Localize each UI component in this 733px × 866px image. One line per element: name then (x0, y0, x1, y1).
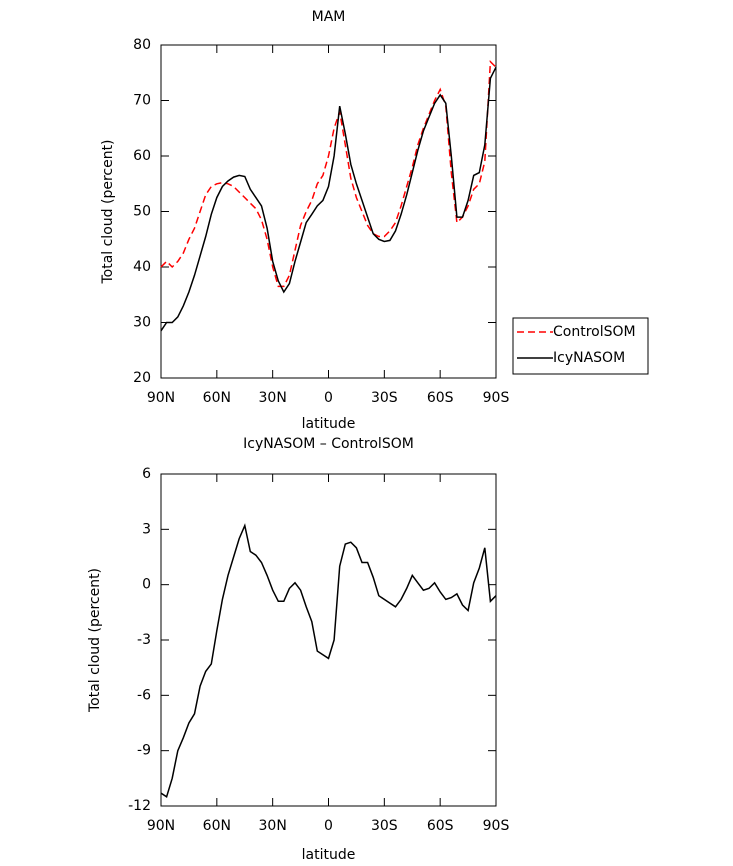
legend-label: IcyNASOM (553, 350, 625, 366)
x-tick-label: 60S (427, 818, 454, 834)
y-tick-label: 20 (133, 370, 151, 386)
series-line (160, 523, 497, 798)
y-tick-label: 50 (133, 204, 151, 220)
y-tick-label: 70 (133, 93, 151, 109)
y-axis-label: Total cloud (percent) (87, 568, 103, 713)
y-tick-label: 80 (133, 37, 151, 53)
x-tick-label: 90S (483, 818, 510, 834)
y-axis-label: Total cloud (percent) (100, 139, 116, 284)
x-tick-label: 90N (147, 818, 175, 834)
legend-box (512, 317, 649, 375)
x-tick-label: 30S (371, 390, 398, 406)
y-tick-label: 60 (133, 148, 151, 164)
legend-label: ControlSOM (553, 324, 636, 340)
x-tick-label: 60S (427, 390, 454, 406)
y-tick-label: -9 (137, 743, 151, 759)
chart-title: MAM (312, 9, 346, 25)
x-tick-label: 30N (259, 390, 287, 406)
chart-title: IcyNASOM – ControlSOM (243, 436, 414, 452)
plot-frame (160, 473, 497, 807)
series-line (160, 60, 497, 288)
plot-frame (160, 44, 497, 379)
y-tick-label: -3 (137, 632, 151, 648)
y-tick-label: 0 (142, 577, 151, 593)
y-tick-label: 6 (142, 466, 151, 482)
y-tick-label: 40 (133, 259, 151, 275)
x-axis-label: latitude (302, 847, 356, 863)
x-tick-label: 0 (324, 818, 333, 834)
y-tick-label: 30 (133, 315, 151, 331)
x-tick-label: 90N (147, 390, 175, 406)
x-tick-label: 60N (203, 390, 231, 406)
x-tick-label: 30N (259, 818, 287, 834)
x-tick-label: 30S (371, 818, 398, 834)
x-tick-label: 60N (203, 818, 231, 834)
x-tick-label: 90S (483, 390, 510, 406)
x-tick-label: 0 (324, 390, 333, 406)
x-axis-label: latitude (302, 416, 356, 432)
y-tick-label: -12 (128, 798, 151, 814)
y-tick-label: 3 (142, 521, 151, 537)
y-tick-label: -6 (137, 687, 151, 703)
series-line (160, 66, 497, 332)
